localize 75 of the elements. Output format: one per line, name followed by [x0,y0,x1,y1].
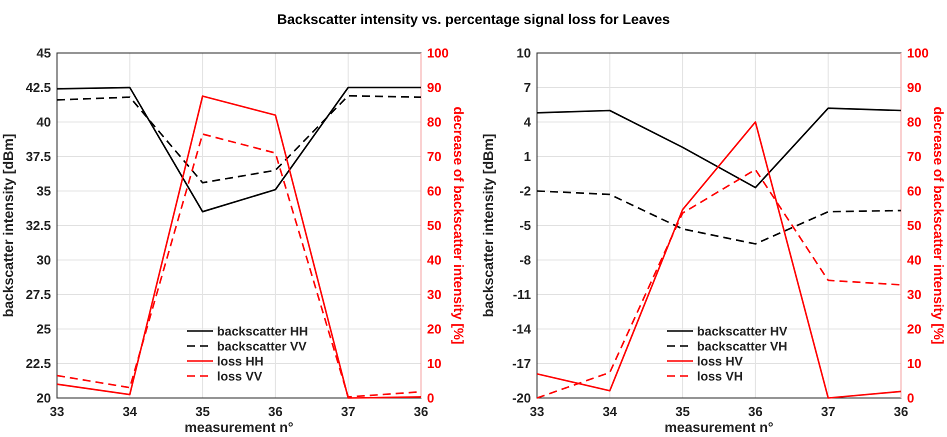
y-tick-label: 1 [524,149,531,164]
x-tick-label: 37 [340,404,356,419]
y-tick-label: 25 [36,322,51,337]
y-tick-label: -20 [512,390,531,406]
y2-tick-label: 30 [907,287,922,302]
x-axis-title: measurement n° [664,419,774,435]
y2-tick-label: 40 [907,252,922,268]
legend-label: backscatter HV [697,324,788,338]
y2-axis-title: decrease of backscatter intensity [%] [931,106,946,344]
legend-label: backscatter HH [217,324,308,338]
y2-tick-label: 70 [907,149,922,164]
y-tick-label: -2 [519,184,531,199]
y2-tick-label: 60 [427,184,442,199]
text: Backscatter intensity vs. percentage signal loss for Leaves [277,11,670,27]
x-axis-title: measurement n° [184,419,294,435]
line-series [536,190,902,245]
y2-tick-label: 20 [907,322,922,337]
x-tick-label: 36 [894,404,908,419]
legend-label: backscatter VV [217,339,308,354]
y2-tick-label: 0 [907,390,914,406]
line-series [56,86,422,212]
x-tick-label: 36 [268,404,283,419]
y2-tick-label: 80 [427,114,442,130]
y-axis-title: backscatter intensity [dBm] [480,134,496,318]
y2-tick-label: 10 [907,356,922,372]
y-tick-label: 20 [36,390,51,406]
legend-label: loss HV [697,354,744,368]
y-tick-label: 22.5 [26,356,51,372]
y-tick-label: 32.5 [26,218,51,234]
y2-tick-label: 20 [427,322,442,337]
x-tick-label: 36 [414,404,428,419]
y-tick-label: 42.5 [26,80,51,96]
legend-label: loss HH [217,354,264,368]
y2-tick-label: 90 [907,80,922,96]
y-tick-label: 7 [524,80,531,96]
x-tick-label: 35 [675,404,690,419]
y-tick-label: -11 [512,287,531,302]
y-tick-label: 45 [36,46,51,61]
x-tick-label: 37 [820,404,836,419]
legend-label: loss VV [217,369,263,384]
y2-tick-label: 50 [427,218,442,234]
y-tick-label: 27.5 [26,287,51,302]
y-axis-title: backscatter intensity [dBm] [0,134,16,318]
y-tick-label: -8 [519,252,531,268]
y2-tick-label: 0 [427,390,434,406]
y2-tick-label: 90 [427,80,442,96]
y-tick-label: 35 [36,184,51,199]
y-tick-label: -5 [519,218,531,234]
y-tick-label: 40 [36,114,51,130]
y2-tick-label: 60 [907,184,922,199]
y-tick-label: 30 [36,252,51,268]
y-tick-label: -17 [512,356,531,372]
line-series [536,107,902,188]
y2-tick-label: 30 [427,287,442,302]
y-tick-label: 4 [524,114,532,130]
x-tick-label: 33 [50,404,64,419]
y2-tick-label: 40 [427,252,442,268]
x-tick-label: 33 [530,404,544,419]
y2-tick-label: 100 [907,46,929,61]
y2-tick-label: 50 [907,218,922,234]
y2-tick-label: 70 [427,149,442,164]
x-tick-label: 34 [122,404,138,419]
y-tick-label: 37.5 [26,149,51,164]
y2-axis-title: decrease of backscatter intensity [%] [451,106,466,344]
legend-label: backscatter VH [697,339,788,354]
y-tick-label: -14 [512,322,532,337]
y2-tick-label: 100 [427,46,449,61]
line-series [536,121,902,399]
y-tick-label: 10 [516,46,531,61]
legend-label: loss VH [697,369,743,384]
y2-tick-label: 10 [427,356,442,372]
x-tick-label: 35 [195,404,210,419]
x-tick-label: 34 [602,404,618,419]
y2-tick-label: 80 [907,114,922,130]
x-tick-label: 36 [748,404,763,419]
